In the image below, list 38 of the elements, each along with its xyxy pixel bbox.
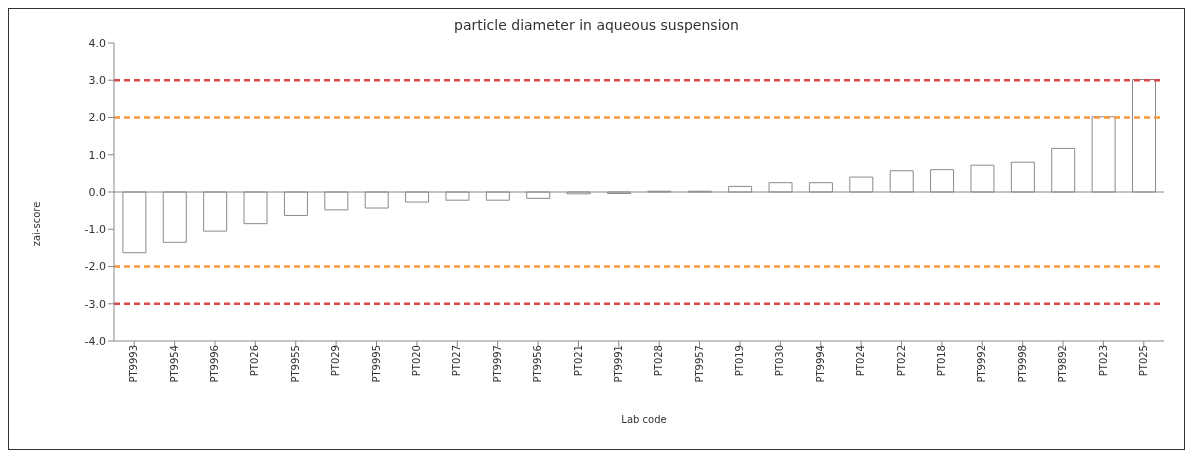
x-tick-label: PT9992: [976, 345, 988, 383]
x-tick-label: PT9955: [289, 345, 301, 383]
y-tick-label: 4.0: [88, 36, 106, 50]
x-tick-label: PT9997: [491, 345, 503, 383]
y-axis-title: zai-score: [31, 201, 42, 247]
x-tick-label: PT019: [734, 345, 746, 377]
y-tick-label: 2.0: [88, 111, 106, 125]
x-tick-label: PT022: [895, 345, 907, 377]
x-tick-label: PT9996: [209, 345, 221, 383]
x-tick-label: PT021: [572, 345, 584, 377]
x-tick-label: PT9998: [1016, 345, 1028, 383]
x-tick-label: PT9957: [693, 345, 705, 383]
x-axis-title: Lab code: [620, 414, 668, 425]
x-tick-label: PT9994: [814, 345, 826, 383]
x-tick-label: PT9892: [1057, 345, 1069, 383]
x-tick-label: PT9995: [370, 345, 382, 383]
y-tick-label: 3.0: [88, 74, 106, 88]
y-tick-label: -4.0: [84, 334, 106, 348]
y-tick-label: -2.0: [84, 260, 106, 274]
y-tick-label: 0.0: [88, 185, 106, 199]
chart-title: particle diameter in aqueous suspension: [453, 17, 740, 33]
x-tick-label: PT030: [774, 345, 786, 377]
x-tick-label: PT026: [249, 345, 261, 377]
x-tick-label: PT025: [1137, 345, 1149, 377]
y-tick-label: -3.0: [84, 297, 106, 311]
x-tick-label: PT9956: [532, 345, 544, 383]
x-tick-label: PT029: [330, 345, 342, 377]
y-tick-label: 1.0: [88, 148, 106, 162]
x-tick-label: PT028: [653, 345, 665, 377]
x-tick-label: PT027: [451, 345, 463, 377]
x-tick-label: PT023: [1097, 345, 1109, 377]
x-tick-label: PT9993: [128, 345, 140, 383]
x-tick-label: PT9954: [168, 345, 180, 383]
y-tick-label: -1.0: [84, 223, 106, 237]
x-tick-label: PT9991: [612, 345, 624, 383]
x-tick-label: PT020: [410, 345, 422, 377]
x-tick-label: PT018: [935, 345, 947, 377]
x-tick-label: PT024: [855, 345, 867, 377]
